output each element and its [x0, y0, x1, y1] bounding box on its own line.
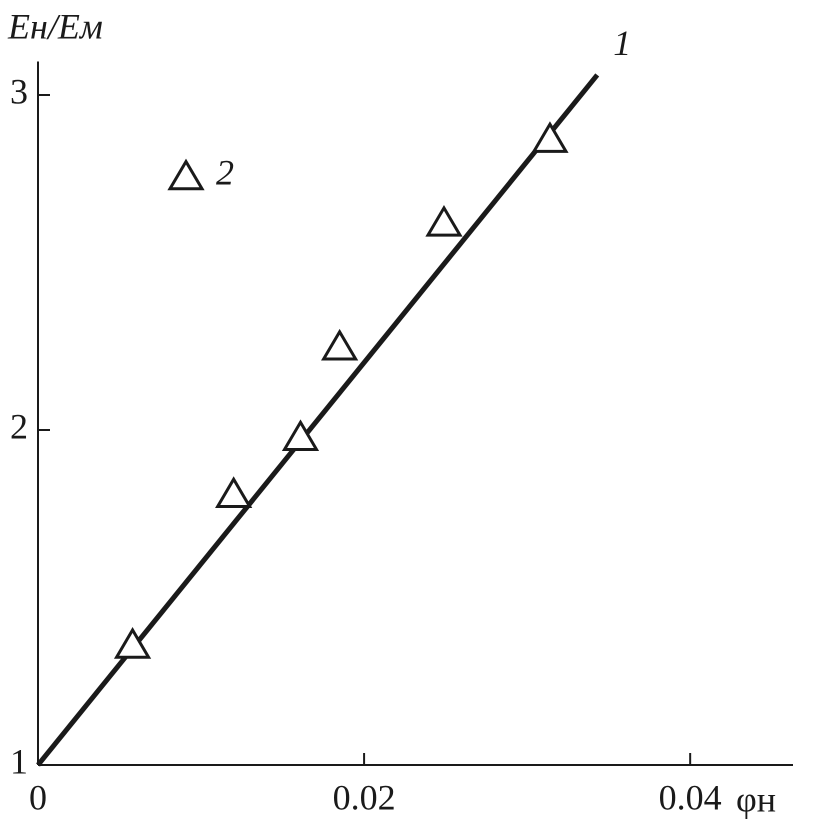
- series-label: 1: [613, 23, 631, 63]
- triangle-marker: [425, 204, 463, 237]
- triangle-marker: [281, 419, 320, 451]
- triangle-marker: [113, 627, 152, 659]
- y-tick-label: 3: [10, 71, 28, 111]
- triangle-marker: [531, 121, 569, 153]
- y-tick-label: 1: [10, 741, 28, 781]
- legend-marker: [167, 158, 205, 191]
- legend-label: 2: [216, 152, 234, 192]
- x-tick-label: 0.04: [659, 777, 722, 817]
- x-tick-label: 0: [29, 777, 47, 817]
- triangle-marker: [215, 476, 253, 508]
- y-tick-label: 2: [10, 406, 28, 446]
- x-axis-label: φн: [736, 779, 776, 819]
- line-series: [36, 73, 600, 767]
- triangle-marker: [321, 328, 359, 361]
- x-tick-label: 0.02: [333, 777, 396, 817]
- y-axis-label: Eн/Eм: [7, 6, 103, 46]
